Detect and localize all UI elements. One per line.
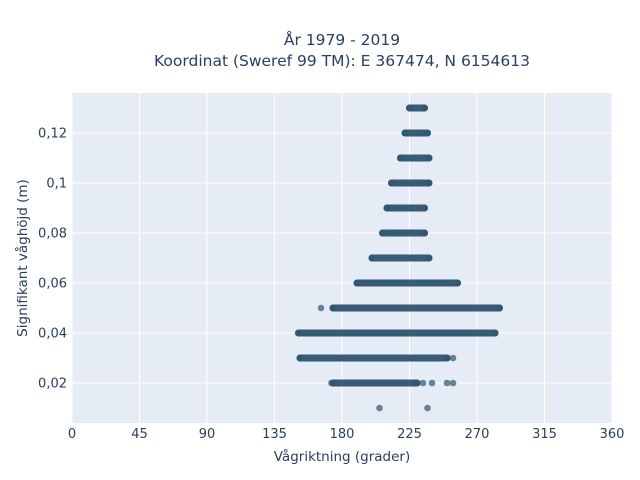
data-point — [425, 179, 433, 187]
data-point — [317, 304, 325, 312]
data-point — [454, 279, 461, 287]
data-point — [443, 379, 451, 387]
data-point — [401, 129, 409, 137]
data-point — [397, 154, 404, 162]
data-point — [425, 254, 433, 262]
data-point — [379, 229, 386, 237]
data-point — [295, 329, 302, 337]
x-tick-label: 0 — [68, 427, 76, 442]
data-point — [368, 254, 376, 262]
data-point — [421, 229, 428, 237]
x-tick-label: 90 — [199, 427, 216, 442]
data-point — [413, 379, 421, 387]
data-point — [353, 279, 361, 287]
data-point — [424, 404, 431, 412]
data-point — [421, 204, 428, 212]
x-tick-label: 45 — [131, 427, 148, 442]
y-tick-labels: 0,02 0,04 0,06 0,08 0,1 0,12 — [38, 127, 67, 392]
y-tick-label: 0,06 — [38, 277, 67, 292]
y-axis-title: Signifikant våghöjd (m) — [14, 179, 31, 337]
chart-title-line-2: Koordinat (Sweref 99 TM): E 367474, N 61… — [154, 52, 530, 70]
x-tick-label: 270 — [465, 427, 490, 442]
data-point — [296, 354, 304, 362]
data-point — [443, 354, 451, 362]
x-tick-label: 180 — [330, 427, 355, 442]
data-point — [329, 304, 337, 312]
data-point — [421, 104, 428, 112]
data-point — [388, 179, 395, 187]
data-point — [496, 304, 503, 312]
data-point — [406, 104, 413, 112]
data-point — [383, 204, 391, 212]
data-point — [419, 379, 427, 387]
data-point — [328, 379, 335, 387]
x-tick-labels: 0 45 90 135 180 225 270 315 360 — [68, 427, 625, 442]
y-tick-label: 0,1 — [46, 177, 67, 192]
y-tick-label: 0,04 — [38, 327, 67, 342]
data-point — [491, 329, 499, 337]
x-tick-label: 315 — [532, 427, 557, 442]
data-point — [425, 154, 433, 162]
data-point — [449, 354, 457, 362]
data-point — [449, 379, 457, 387]
data-point — [428, 379, 436, 387]
data-point — [424, 129, 431, 137]
x-tick-label: 360 — [600, 427, 625, 442]
x-tick-label: 225 — [397, 427, 422, 442]
chart-title-line-1: År 1979 - 2019 — [284, 30, 400, 49]
y-tick-label: 0,12 — [38, 127, 67, 142]
x-axis-title: Vågriktning (grader) — [274, 448, 411, 465]
data-point — [376, 404, 383, 412]
y-tick-label: 0,08 — [38, 227, 67, 242]
x-tick-label: 135 — [262, 427, 287, 442]
y-tick-label: 0,02 — [38, 377, 67, 392]
data-points — [295, 104, 503, 412]
